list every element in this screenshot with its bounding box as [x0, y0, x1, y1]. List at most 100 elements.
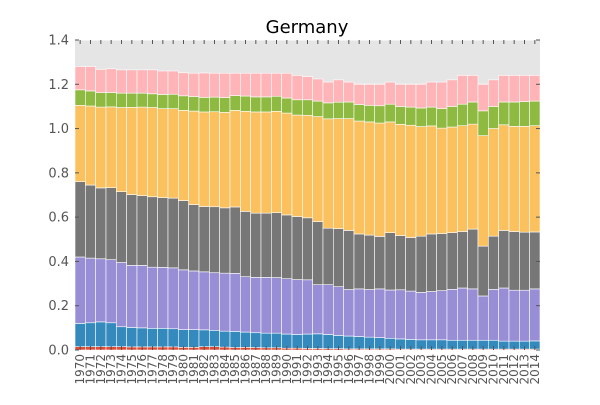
x-tick-label: 2011 — [497, 354, 511, 385]
x-tick-label: 1985 — [228, 354, 242, 385]
bar-segment — [395, 106, 406, 125]
bar-segment — [178, 110, 189, 201]
bar-segment — [260, 332, 272, 349]
bar-segment — [188, 110, 200, 205]
bar-segment — [126, 107, 138, 195]
bar-segment — [405, 124, 417, 238]
bar-segment — [446, 106, 458, 128]
bar-segment — [281, 112, 293, 216]
bar-segment — [467, 123, 479, 230]
x-axis: 1970197119721973197419751976197719781979… — [73, 40, 542, 385]
bar-segment — [364, 234, 375, 290]
bar-segment — [291, 75, 303, 101]
bar-segment — [147, 107, 158, 198]
bar-segment — [136, 106, 148, 196]
y-tick-label: 0.8 — [48, 166, 69, 181]
bar-segment — [333, 101, 344, 119]
bar-segment — [240, 95, 251, 112]
bar-segment — [260, 72, 272, 98]
bar-segment — [405, 83, 417, 108]
bar-segment — [178, 200, 189, 271]
bar-segment — [498, 287, 510, 342]
bar-segment — [291, 216, 303, 280]
bar-segment — [95, 106, 107, 189]
bars — [74, 66, 541, 351]
x-tick-label: 2004 — [425, 354, 439, 385]
bar-segment — [353, 104, 365, 122]
bar-segment — [312, 100, 324, 117]
bar-segment — [508, 289, 520, 342]
bar-segment — [477, 245, 489, 297]
bar-segment — [126, 265, 138, 328]
bar-segment — [312, 284, 324, 335]
bar-segment — [260, 277, 272, 334]
bar-segment — [229, 72, 241, 96]
bar-segment — [250, 332, 262, 348]
x-tick-label: 1977 — [146, 354, 160, 385]
y-axis: 0.0 0.2 0.4 0.6 0.8 1.0 1.2 1.4 — [48, 34, 540, 359]
x-tick-label: 1974 — [115, 354, 129, 385]
bar-segment — [343, 230, 355, 290]
bar-segment — [105, 259, 117, 324]
bar-segment — [147, 69, 158, 95]
bar-segment — [353, 288, 365, 337]
bar-segment — [74, 66, 86, 91]
bar-segment — [147, 266, 158, 329]
bar-segment — [446, 232, 458, 290]
bar-segment — [219, 112, 231, 209]
x-tick-label: 2014 — [528, 354, 542, 385]
bar-segment — [95, 258, 107, 323]
bar-segment — [198, 72, 210, 98]
bar-segment — [333, 118, 344, 229]
bar-segment — [105, 106, 117, 188]
bar-segment — [147, 93, 158, 108]
bar-segment — [312, 78, 324, 102]
bar-segment — [508, 101, 520, 127]
bar-segment — [105, 187, 117, 260]
bar-segment — [271, 212, 282, 278]
bar-segment — [250, 277, 262, 334]
bar-segment — [529, 231, 541, 290]
bar-segment — [281, 214, 293, 280]
bar-segment — [436, 290, 448, 341]
bar-segment — [74, 256, 86, 324]
bar-segment — [209, 111, 220, 208]
bar-segment — [85, 66, 96, 92]
bar-segment — [415, 292, 427, 341]
bar-segment — [529, 288, 541, 342]
y-tick-label: 1.4 — [48, 34, 69, 49]
bar-segment — [395, 235, 406, 291]
bar-segment — [395, 124, 406, 236]
bar-segment — [353, 120, 365, 235]
bar-segment — [364, 83, 375, 106]
bar-segment — [519, 126, 530, 233]
bar-segment — [157, 197, 169, 268]
bar-segment — [178, 269, 189, 330]
bar-segment — [240, 276, 251, 333]
bar-segment — [436, 108, 448, 129]
x-tick-label: 1996 — [342, 354, 356, 385]
bar-segment — [157, 327, 169, 348]
bar-segment — [271, 332, 282, 349]
bar-segment — [353, 233, 365, 290]
x-tick-label: 1988 — [259, 354, 273, 385]
x-tick-label: 1980 — [177, 354, 191, 385]
bar-segment — [240, 211, 251, 278]
bar-segment — [240, 72, 251, 97]
bar-segment — [436, 233, 448, 291]
bar-segment — [488, 235, 499, 290]
bar-segment — [519, 101, 530, 127]
bar-segment — [322, 81, 334, 104]
bar-segment — [343, 81, 355, 103]
bar-segment — [529, 75, 541, 102]
bar-segment — [167, 108, 179, 199]
bar-segment — [229, 206, 241, 274]
bar-segment — [136, 69, 148, 94]
bar-segment — [178, 329, 189, 348]
bar-segment — [229, 110, 241, 208]
bar-segment — [436, 81, 448, 109]
bar-segment — [477, 295, 489, 341]
bar-segment — [198, 111, 210, 207]
bar-segment — [374, 122, 386, 237]
